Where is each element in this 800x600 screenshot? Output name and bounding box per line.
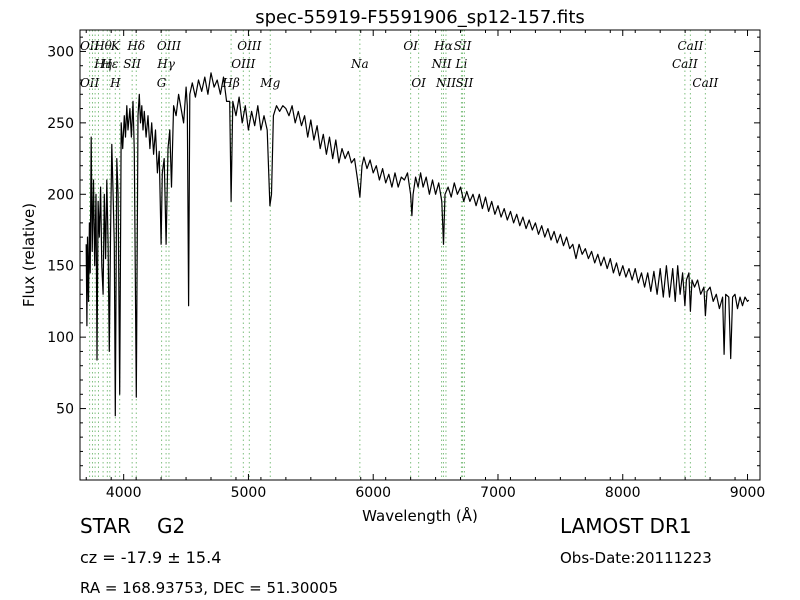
x-tick-label: 8000 (605, 485, 641, 501)
y-tick-label: 200 (47, 187, 74, 203)
x-tick-label: 9000 (730, 485, 766, 501)
survey-label: LAMOST DR1 (560, 514, 692, 538)
y-axis-label: Flux (relative) (20, 203, 38, 307)
spectral-line-label: Hα (433, 39, 453, 53)
x-tick-label: 5000 (231, 485, 267, 501)
spectral-line-label: G (157, 76, 167, 90)
object-class: STAR (80, 514, 131, 538)
chart-title: spec-55919-F5591906_sp12-157.fits (255, 7, 585, 28)
spectral-line-label: K (110, 39, 121, 53)
spectral-line-label: Hθ (93, 39, 112, 53)
spectral-line-label: SII (454, 39, 472, 53)
spectral-line-label: Hδ (126, 39, 145, 53)
y-tick-label: 100 (47, 330, 74, 346)
spectral-line-label: SII (123, 57, 141, 71)
x-tick-label: 6000 (355, 485, 391, 501)
spectral-line-label: Hβ (221, 76, 239, 90)
spectral-line-label: Hη (93, 57, 112, 71)
spectral-line-label: H (109, 76, 121, 90)
spectral-line-label: CaII (672, 57, 698, 71)
y-tick-label: 250 (47, 116, 74, 132)
spectral-line-label: OIII (237, 39, 261, 53)
spectral-line-label: SII (456, 76, 474, 90)
spectral-line-label: OII (80, 76, 100, 90)
spectral-line-label: Li (455, 57, 468, 71)
spectral-line-label: Hγ (156, 57, 175, 71)
plot-frame (79, 29, 761, 481)
spectrum-line (85, 72, 750, 417)
spectral-line-label: Mg (259, 76, 280, 90)
redshift-readout: cz = -17.9 ± 15.4 (80, 548, 222, 567)
observation-date: Obs-Date:20111223 (560, 549, 712, 567)
x-tick-label: 4000 (106, 485, 142, 501)
y-tick-label: 50 (56, 402, 74, 418)
y-tick-label: 300 (47, 44, 74, 60)
spectral-line-label: NII (435, 76, 456, 90)
spectral-line-label: CaII (692, 76, 718, 90)
spectral-line-label: Hε (100, 57, 118, 71)
spectral-line-label: CaII (677, 39, 703, 53)
y-tick-label: 150 (47, 259, 74, 275)
spectral-line-label: OIII (231, 57, 255, 71)
object-subclass: G2 (157, 514, 186, 538)
coordinates-readout: RA = 168.93753, DEC = 51.30005 (80, 579, 339, 597)
spectral-line-label: OIII (157, 39, 181, 53)
x-tick-label: 7000 (480, 485, 516, 501)
spectral-line-label: Na (350, 57, 369, 71)
spectral-line-label: NII (431, 57, 452, 71)
spectral-line-label: OI (403, 39, 418, 53)
x-axis-label: Wavelength (Å) (362, 506, 478, 525)
spectral-line-label: OI (411, 76, 426, 90)
